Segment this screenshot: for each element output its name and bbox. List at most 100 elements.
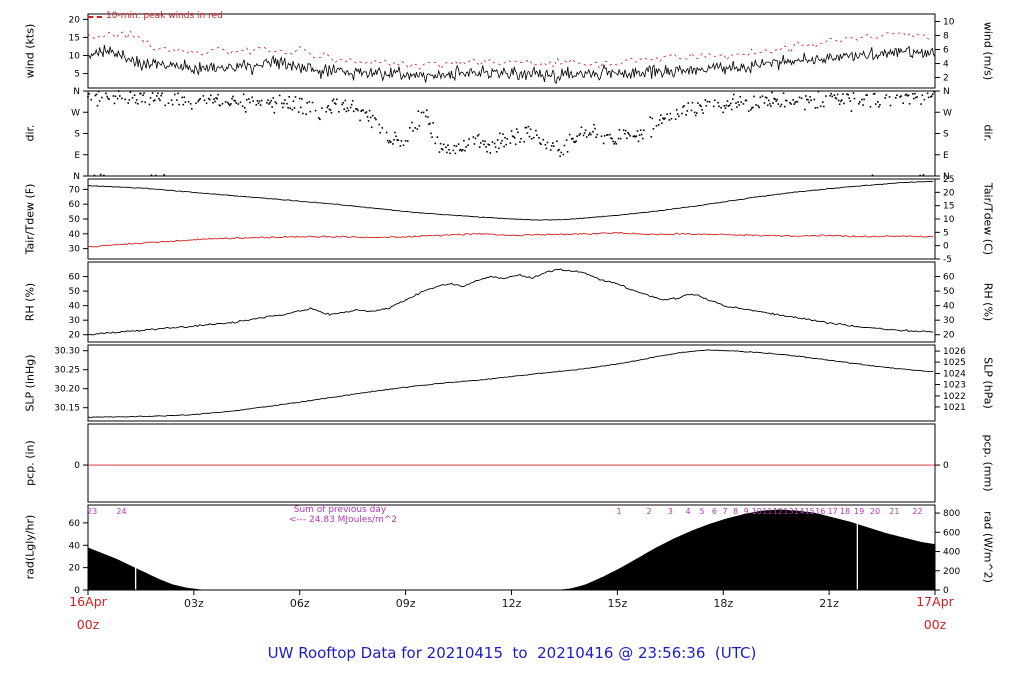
y-tick-right-slp: 1023 [943,381,966,391]
y-tick-left-rh: 60 [69,273,81,283]
series-air-temperature-F [87,180,934,221]
cumulative-rad-hour-label: 22 [912,507,922,516]
y-tick-left-slp: 30.30 [54,347,80,357]
radiation-sum-value: <--- 24.83 MJoules/m^2 [288,515,398,525]
y-tick-right-slp: 1022 [943,392,966,402]
cumulative-rad-hour-label: 16 [815,507,825,516]
x-tick-label: 09z [396,597,416,610]
x-start-time: 00z [76,617,100,632]
x-tick-label: 21z [819,597,839,610]
y-tick-right-tair: 25 [943,175,954,185]
y-tick-right-dir: S [943,130,949,140]
x-tick-label: 15z [607,597,627,610]
y-tick-right-wind: 4 [943,60,949,70]
cumulative-rad-hour-label: 19 [854,507,864,516]
cumulative-rad-hour-label: 1 [617,507,622,516]
y-tick-right-tair: 20 [943,188,955,198]
ylabel-pcp-right: pcp. (mm) [981,434,995,492]
y-tick-right-tair: 0 [943,242,949,252]
peak-winds-legend-dash-icon [88,16,102,18]
cumulative-rad-hour-label: 11 [762,507,772,516]
series-wind-direction-deg [87,90,935,177]
y-tick-left-dir: S [74,130,80,140]
series-dewpoint-F [87,231,934,248]
ylabel-rad-right: rad (W/m^2) [981,511,995,583]
cumulative-rad-hour-label: 5 [700,507,705,516]
y-tick-right-wind: 6 [943,46,949,56]
y-tick-left-rh: 40 [69,302,81,312]
y-tick-right-slp: 1024 [943,370,966,380]
cumulative-rad-hour-label: 23 [87,507,97,516]
cumulative-rad-hour-label: 3 [668,507,673,516]
cumulative-rad-hour-label: 24 [116,507,126,516]
series-solar-radiation-Lgly-hr [88,509,935,590]
cumulative-rad-hour-label: 13 [783,507,793,516]
cumulative-rad-hour-label: 2 [647,507,652,516]
y-tick-right-rad: 200 [943,567,960,577]
ylabel-wind-left: wind (kts) [23,23,37,79]
y-tick-right-slp: 1025 [943,358,966,368]
x-end-time: 00z [923,617,947,632]
y-tick-left-rad: 0 [74,586,80,596]
y-tick-right-rh: 30 [943,316,955,326]
y-tick-right-rad: 0 [943,586,949,596]
y-tick-right-rad: 400 [943,548,960,558]
ylabel-wind-right: wind (m/s) [981,21,995,81]
radiation-sum-label: Sum of previous day [293,505,387,515]
y-tick-left-wind: 20 [69,15,81,25]
y-tick-right-rh: 20 [943,331,955,341]
cumulative-rad-hour-label: 14 [794,507,804,516]
series-wind-speed-kts [87,45,936,85]
y-tick-left-rad: 40 [69,541,81,551]
cumulative-rad-hour-label: 18 [840,507,850,516]
x-start-date: 16Apr [69,594,107,609]
ylabel-dir-left: dir. [23,124,37,142]
cumulative-rad-hour-label: 21 [889,507,899,516]
panel-rh: 60 50 40 30 20 60 50 40 30 20 [69,261,955,343]
ylabel-temp-right: Tair/Tdew (C) [981,182,995,256]
y-tick-left-rh: 30 [69,316,81,326]
series-sea-level-pressure-inHg [87,349,934,419]
cumulative-rad-hour-label: 7 [722,507,727,516]
cumulative-rad-hour-label: 4 [685,507,690,516]
y-tick-right-rh: 40 [943,302,955,312]
cumulative-rad-hour-label: 12 [773,507,783,516]
y-tick-right-rad: 600 [943,528,960,538]
cumulative-rad-hour-label: 15 [805,507,815,516]
series-peak-wind-kts [87,30,932,70]
ylabel-slp-right: SLP (hPa) [981,357,995,409]
cumulative-rad-hour-label: 6 [712,507,717,516]
x-tick-label: 18z [713,597,733,610]
y-tick-left-tair: 70 [69,185,81,195]
y-tick-left-dir: N [73,172,80,182]
y-tick-right-dir: E [943,151,949,161]
y-tick-left-pcp: 0 [74,461,80,471]
y-tick-left-tair: 60 [69,200,81,210]
y-tick-left-wind: 5 [74,70,80,80]
ylabel-slp-left: SLP (inHg) [23,354,37,412]
y-tick-right-tair: 10 [943,215,955,225]
panel-wind: 20 15 10 5 10 8 6 4 2 [69,13,955,89]
panel-dir: N W S E N N W S E N [71,87,952,182]
series-relative-humidity-pct [87,268,934,336]
peak-winds-note: 10-min. peak winds in red [106,11,223,21]
y-tick-left-slp: 30.20 [54,385,80,395]
chart-title: UW Rooftop Data for 20210415 to 20210416… [267,644,757,662]
y-tick-right-pcp: 0 [943,461,949,471]
y-tick-right-slp: 1026 [943,347,966,357]
y-tick-right-slp: 1021 [943,403,966,413]
cumulative-rad-hour-label: 17 [828,507,838,516]
y-tick-left-wind: 15 [69,33,80,43]
x-tick-label: 03z [184,597,204,610]
y-tick-right-tair: 15 [943,202,954,212]
x-end-date: 17Apr [916,594,954,609]
y-tick-right-dir: N [943,87,950,97]
y-tick-left-slp: 30.15 [54,404,80,414]
ylabel-rh-right: RH (%) [981,282,995,322]
ylabel-pcp-left: pcp. (in) [23,440,37,486]
